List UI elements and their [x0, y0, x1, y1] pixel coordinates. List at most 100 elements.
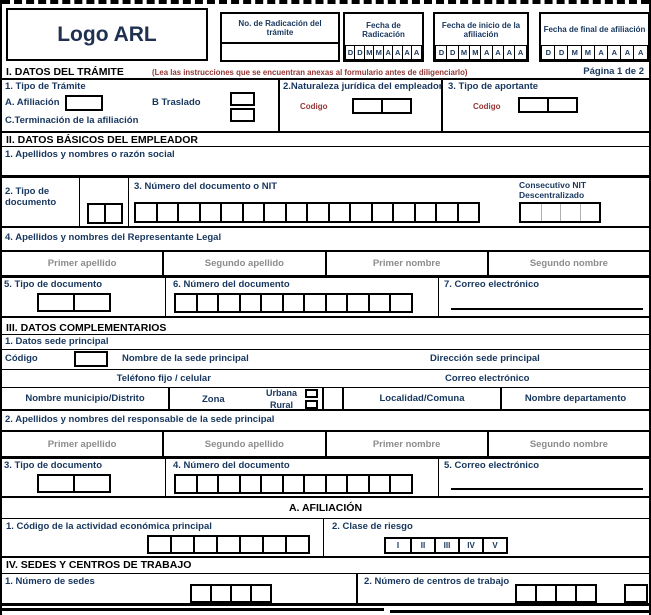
input-cell[interactable] [285, 535, 310, 554]
segundo-apellido-header[interactable]: Segundo apellido [164, 252, 327, 275]
input-cell[interactable] [134, 202, 158, 223]
input-cell[interactable] [262, 535, 287, 554]
input-cell[interactable] [303, 293, 327, 313]
input-cell[interactable] [370, 202, 394, 223]
input-cell[interactable] [324, 474, 348, 494]
input-cell[interactable] [250, 584, 272, 603]
traslado-checkbox[interactable] [230, 92, 255, 106]
primer-apellido-header[interactable]: Primer apellido [2, 432, 165, 456]
input-cell[interactable] [260, 474, 284, 494]
input-cell[interactable] [217, 474, 241, 494]
input-cell[interactable] [73, 293, 111, 312]
primer-apellido-header[interactable]: Primer apellido [2, 252, 165, 275]
input-cell[interactable] [193, 535, 218, 554]
radicacion-number-input-area[interactable] [222, 44, 338, 60]
segundo-apellido-header[interactable]: Segundo apellido [164, 432, 327, 456]
input-cell[interactable] [238, 474, 262, 494]
input-cell[interactable] [230, 584, 252, 603]
input-cell[interactable] [281, 293, 305, 313]
resp-correo-input-line[interactable] [451, 488, 643, 490]
input-cell[interactable] [575, 584, 597, 603]
input-cell[interactable] [324, 293, 348, 313]
input-cell[interactable] [147, 535, 172, 554]
input-cell[interactable] [515, 584, 537, 603]
input-cell[interactable] [281, 474, 305, 494]
input-cell[interactable] [104, 203, 123, 224]
input-cell[interactable] [210, 584, 232, 603]
terminacion-checkbox[interactable] [230, 108, 255, 122]
input-cell[interactable] [392, 202, 416, 223]
input-cell[interactable] [540, 204, 560, 221]
input-cell[interactable] [190, 584, 212, 603]
input-cell[interactable] [435, 202, 459, 223]
input-cell[interactable] [413, 202, 437, 223]
partial-cell[interactable] [624, 584, 648, 603]
input-cell[interactable] [579, 204, 599, 221]
localidad-column[interactable]: Localidad/Comuna [344, 388, 502, 409]
input-cell[interactable] [346, 474, 370, 494]
input-cell[interactable] [560, 204, 580, 221]
input-cell[interactable] [177, 202, 201, 223]
input-cell[interactable] [518, 97, 549, 113]
afiliacion-checkbox[interactable] [65, 95, 103, 111]
input-cell[interactable] [389, 474, 413, 494]
risk-class-cell[interactable]: I [386, 539, 410, 552]
input-cell[interactable] [239, 535, 264, 554]
input-cell[interactable] [238, 293, 262, 313]
input-cell[interactable] [284, 202, 308, 223]
input-cell[interactable] [241, 202, 265, 223]
input-cell[interactable] [367, 474, 391, 494]
date-cell[interactable]: D [446, 45, 460, 60]
risk-class-cell[interactable]: III [434, 539, 458, 552]
input-cell[interactable] [37, 474, 75, 493]
primer-nombre-header[interactable]: Primer nombre [327, 432, 489, 456]
input-cell[interactable] [195, 474, 219, 494]
input-cell[interactable] [389, 293, 413, 313]
risk-class-cell[interactable]: II [410, 539, 434, 552]
segundo-nombre-header[interactable]: Segundo nombre [529, 438, 608, 450]
date-cell[interactable]: A [480, 45, 494, 60]
telefono-cell[interactable]: Teléfono fijo / celular [2, 370, 326, 387]
input-cell[interactable] [521, 204, 541, 221]
input-cell[interactable] [306, 202, 330, 223]
rural-checkbox[interactable] [305, 400, 318, 409]
input-cell[interactable] [381, 98, 412, 114]
departamento-column[interactable]: Nombre departamento [502, 388, 649, 409]
input-cell[interactable] [535, 584, 557, 603]
razon-social-row[interactable]: 1. Apellidos y nombres o razón social [2, 147, 649, 178]
input-cell[interactable] [352, 98, 383, 114]
date-cell[interactable]: A [633, 45, 648, 60]
sede-codigo-box[interactable] [74, 351, 108, 367]
input-cell[interactable] [303, 474, 327, 494]
input-cell[interactable] [547, 97, 578, 113]
input-cell[interactable] [174, 293, 198, 313]
primer-nombre-header[interactable]: Primer nombre [327, 252, 489, 275]
date-cell[interactable]: A [514, 45, 527, 60]
input-cell[interactable] [220, 202, 244, 223]
date-cell[interactable]: A [593, 45, 609, 60]
input-cell[interactable] [198, 202, 222, 223]
input-cell[interactable] [73, 474, 111, 493]
input-cell[interactable] [37, 293, 75, 312]
input-cell[interactable] [555, 584, 577, 603]
correo-cell[interactable]: Correo electrónico [326, 370, 650, 387]
input-cell[interactable] [217, 293, 241, 313]
municipio-column[interactable]: Nombre municipio/Distrito [2, 388, 170, 409]
rep-correo-input-line[interactable] [451, 308, 643, 310]
input-cell[interactable] [216, 535, 241, 554]
input-cell[interactable] [263, 202, 287, 223]
input-cell[interactable] [349, 202, 373, 223]
input-cell[interactable] [155, 202, 179, 223]
input-cell[interactable] [327, 202, 351, 223]
input-cell[interactable] [346, 293, 370, 313]
input-cell[interactable] [456, 202, 480, 223]
input-cell[interactable] [174, 474, 198, 494]
input-cell[interactable] [170, 535, 195, 554]
risk-class-cell[interactable]: IV [458, 539, 482, 552]
input-cell[interactable] [195, 293, 219, 313]
risk-class-cell[interactable]: V [482, 539, 506, 552]
input-cell[interactable] [367, 293, 391, 313]
urbana-checkbox[interactable] [305, 389, 318, 398]
date-cell[interactable]: A [411, 45, 422, 60]
segundo-nombre-header[interactable]: Segundo nombre [529, 258, 608, 269]
